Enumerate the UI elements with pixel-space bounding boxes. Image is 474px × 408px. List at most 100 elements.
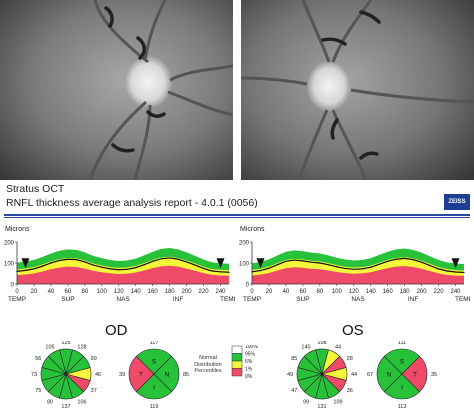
- clock-value-7: 99: [303, 400, 309, 406]
- clock-value-3: 44: [351, 372, 357, 378]
- quadrant-sector-T: [401, 355, 428, 393]
- legend-level: 0%: [245, 374, 253, 380]
- legend-swatch: [231, 345, 243, 354]
- rnfl-thickness-line: [16, 257, 230, 273]
- y-tick-label: 200: [4, 241, 15, 247]
- data-point: [454, 271, 457, 273]
- data-point: [293, 259, 295, 261]
- data-point: [194, 264, 196, 266]
- quadrant-letter-I: I: [401, 385, 403, 392]
- x-tick-label: 140: [131, 289, 142, 295]
- data-point: [387, 260, 389, 262]
- clock-sector-11: [65, 349, 85, 376]
- data-point: [353, 268, 355, 270]
- x-tick-label: 20: [266, 289, 273, 295]
- legend-level: 95%: [245, 352, 256, 358]
- data-point: [327, 264, 329, 266]
- clock-hour-diagram-od: 125 105 56 73 75 80 137 106 37 46 99 128: [31, 341, 101, 408]
- data-point: [429, 264, 431, 267]
- data-point: [143, 264, 145, 266]
- clock-value-12: 108: [317, 341, 326, 346]
- x-tick-label: 60: [300, 289, 307, 295]
- y-tick-label: 100: [239, 262, 250, 268]
- header-rule: [4, 214, 470, 216]
- quadrant-sector-T: [128, 355, 155, 393]
- clock-value-8: 37: [91, 388, 97, 394]
- x-tick-label: 0: [250, 289, 254, 295]
- clock-value-11: 140: [301, 344, 310, 350]
- quadrant-letter-N: N: [165, 372, 170, 379]
- data-point: [16, 270, 18, 272]
- band-outside-normal: [17, 265, 229, 284]
- clock-value-1: 105: [45, 344, 54, 350]
- clock-value-8: 47: [291, 388, 297, 394]
- y-tick-label: 200: [239, 241, 250, 247]
- rnfl-chart-os: Microns 0 100 200 0 20 40 60 80 100 120 140 160 180 20…: [239, 226, 470, 303]
- fundus-image-os: [241, 0, 474, 180]
- data-point: [211, 270, 213, 272]
- x-tick-label: 240: [451, 289, 462, 295]
- data-point: [463, 271, 465, 274]
- region-label: NAS: [351, 296, 365, 303]
- quadrant-sector-S: [135, 348, 173, 375]
- quadrant-value-I: 119: [150, 404, 159, 408]
- temporal-marker-icon: [451, 258, 460, 269]
- data-point: [370, 266, 372, 268]
- quadrant-letter-I: I: [153, 385, 155, 392]
- data-point: [186, 261, 188, 263]
- legend-level: 5%: [245, 359, 253, 365]
- quadrant-value-S: 117: [150, 341, 159, 346]
- data-point: [446, 270, 448, 272]
- legend-swatch: [231, 360, 243, 369]
- quadrant-sector-I: [383, 373, 421, 400]
- quadrant-letter-T: T: [413, 372, 417, 379]
- x-tick-label: 240: [216, 289, 227, 295]
- data-point: [160, 258, 162, 260]
- legend-level: 100%: [245, 345, 258, 350]
- data-point: [421, 261, 423, 263]
- header-rule-thin: [4, 217, 470, 218]
- report-title: Stratus OCT: [6, 183, 65, 195]
- eye-label-os: OS: [342, 322, 364, 339]
- data-point: [228, 271, 230, 273]
- x-tick-label: 100: [97, 289, 108, 295]
- x-tick-label: 40: [283, 289, 290, 295]
- quadrant-value-N: 85: [183, 372, 189, 378]
- data-point: [75, 259, 77, 261]
- image-divider: [233, 0, 241, 180]
- clock-value-6: 131: [317, 404, 326, 408]
- data-point: [412, 259, 414, 261]
- x-tick-label: 80: [81, 289, 88, 295]
- data-point: [344, 267, 346, 270]
- clock-value-9: 49: [287, 372, 293, 378]
- data-point: [285, 260, 287, 262]
- y-tick-label: 0: [11, 283, 15, 289]
- quadrant-value-S: 111: [398, 341, 406, 346]
- data-point: [92, 264, 94, 266]
- data-point: [319, 262, 321, 264]
- data-point: [169, 257, 171, 259]
- y-axis-label: Microns: [5, 226, 30, 233]
- rnfl-thickness-line: [251, 257, 465, 274]
- data-point: [310, 261, 312, 263]
- data-point: [276, 264, 279, 266]
- data-point: [302, 260, 304, 262]
- quadrant-value-I: 113: [398, 404, 407, 408]
- data-point: [177, 258, 179, 260]
- data-point: [50, 262, 52, 264]
- quadrant-sector-N: [153, 355, 180, 393]
- clock-value-7: 106: [77, 400, 86, 406]
- data-point: [84, 261, 86, 263]
- quadrant-letter-S: S: [400, 359, 405, 366]
- legend-swatch: [231, 353, 243, 362]
- data-point: [101, 266, 103, 268]
- clock-value-5: 80: [47, 400, 53, 406]
- clock-hour-diagram-os: 108 44 28 44 36 109 131 99 47 49 85 140: [287, 341, 357, 408]
- x-tick-label: 160: [383, 289, 394, 295]
- quadrant-letter-S: S: [152, 359, 157, 366]
- x-tick-label: 140: [366, 289, 377, 295]
- data-point: [378, 263, 380, 265]
- data-point: [67, 258, 69, 260]
- data-point: [24, 269, 27, 271]
- region-label: TEMP: [455, 296, 470, 303]
